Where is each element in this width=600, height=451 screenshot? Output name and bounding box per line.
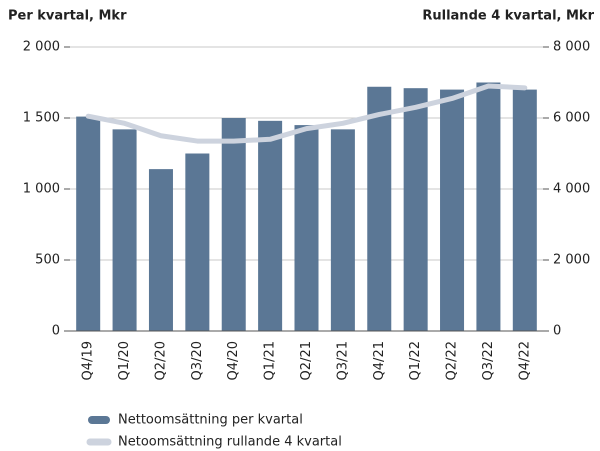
bar — [258, 120, 283, 331]
bar — [185, 153, 210, 331]
x-tick-label: Q2/20 — [153, 341, 168, 380]
bar — [221, 118, 246, 331]
x-tick-label: Q3/20 — [190, 341, 205, 380]
bar — [403, 88, 428, 332]
legend-label: Netoomsättning rullande 4 kvartal — [118, 435, 342, 450]
y-tick-label: 1 500 — [23, 111, 60, 126]
y2-tick-label: 8 000 — [553, 40, 590, 55]
x-tick-label: Q1/20 — [117, 341, 132, 380]
y-tick-label: 1 000 — [23, 182, 60, 197]
bar — [367, 86, 392, 331]
bar — [294, 125, 319, 331]
bar — [112, 129, 137, 331]
legend-swatch — [88, 416, 110, 424]
y-tick-label: 0 — [52, 324, 60, 339]
x-tick-label: Q3/21 — [335, 341, 350, 380]
x-tick-label: Q4/22 — [517, 341, 532, 380]
y2-tick-label: 2 000 — [553, 253, 590, 268]
x-tick-label: Q3/22 — [481, 341, 496, 380]
line — [85, 83, 528, 144]
y2-tick-label: 6 000 — [553, 111, 590, 126]
x-tick-label: Q2/21 — [299, 341, 314, 380]
y2-tick-label: 0 — [553, 324, 561, 339]
y2-tick-label: 4 000 — [553, 182, 590, 197]
x-tick-label: Q1/21 — [263, 341, 278, 380]
x-tick-label: Q4/21 — [372, 341, 387, 380]
y-tick-label: 500 — [35, 253, 60, 268]
y2-axis-title: Rullande 4 kvartal, Mkr — [422, 9, 594, 24]
x-tick-label: Q1/22 — [408, 341, 423, 380]
chart-title: Per kvartal, Mkr — [8, 9, 127, 24]
bar — [330, 129, 355, 331]
x-tick-label: Q4/19 — [81, 341, 96, 380]
x-tick-label: Q2/22 — [445, 341, 460, 380]
y-tick-label: 2 000 — [23, 40, 60, 55]
x-tick-label: Q4/20 — [226, 341, 241, 380]
bar — [76, 116, 101, 331]
bar — [440, 89, 465, 331]
bar — [512, 89, 537, 331]
bar — [476, 82, 501, 331]
bar — [148, 169, 173, 331]
legend-label: Nettoomsättning per kvartal — [118, 413, 303, 428]
